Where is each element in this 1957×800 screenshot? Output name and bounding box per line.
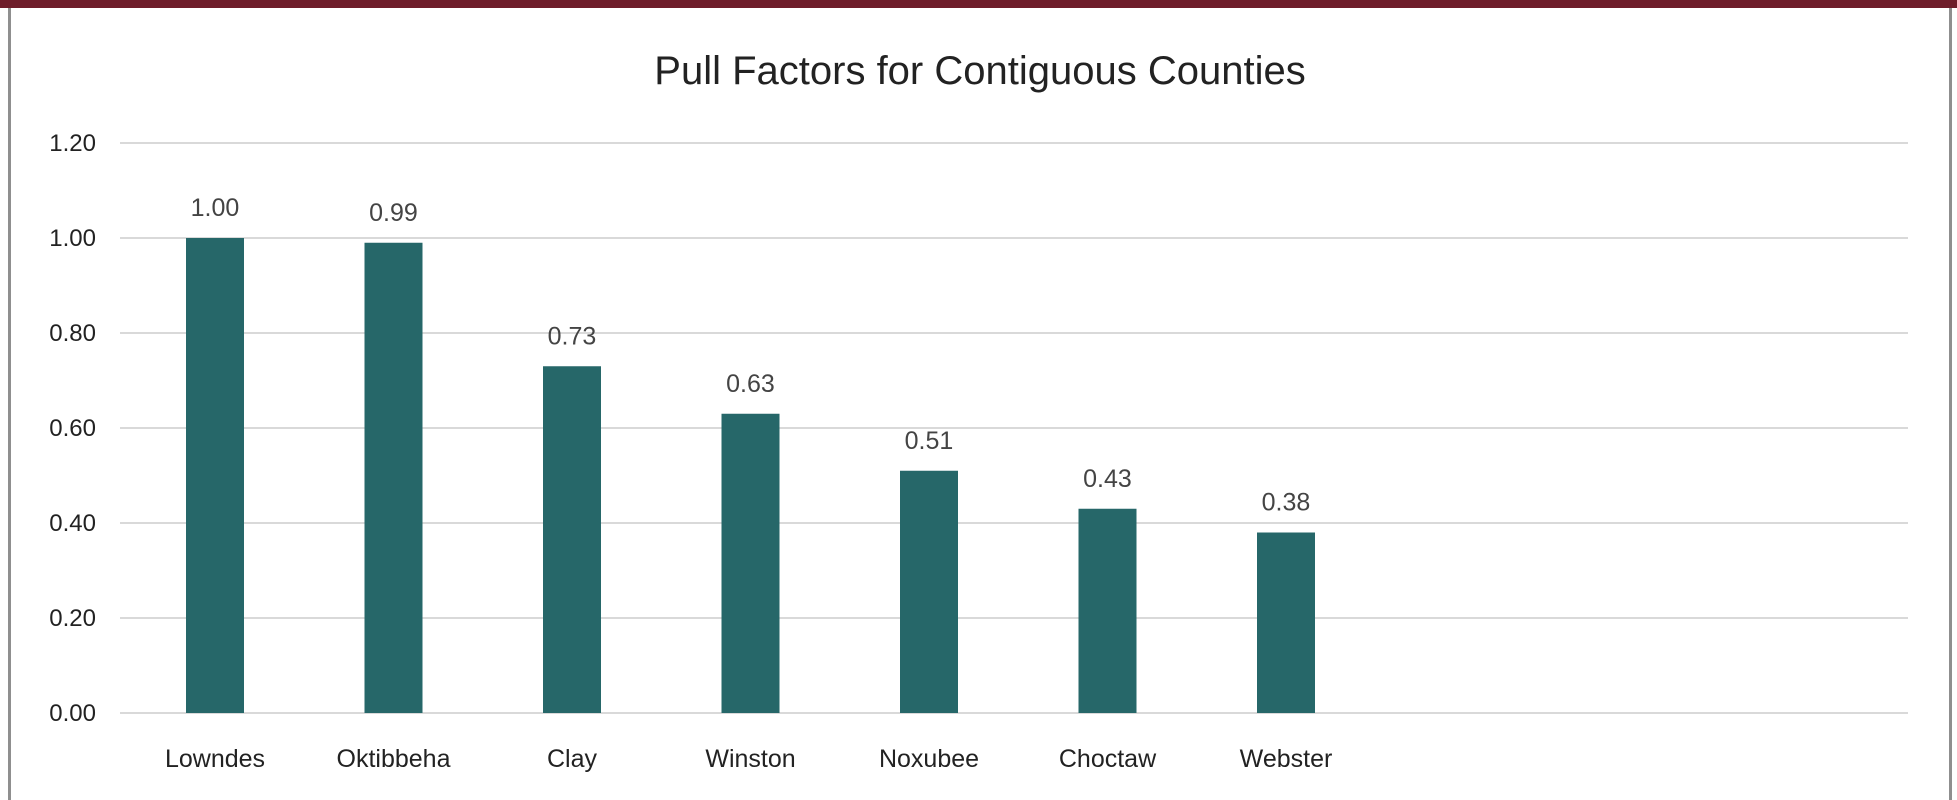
y-tick-label: 1.00 [49, 225, 96, 252]
frame-left-border [8, 8, 11, 800]
bar-oktibbeha [364, 242, 423, 713]
bar-lowndes [186, 238, 244, 713]
x-category-label: Lowndes [165, 745, 265, 773]
frame-top-border [0, 0, 1957, 8]
data-label: 0.43 [1083, 465, 1132, 493]
y-tick-label: 0.00 [49, 700, 96, 727]
x-category-label: Winston [705, 745, 795, 773]
x-category-label: Oktibbeha [337, 745, 451, 773]
y-tick-label: 0.60 [49, 415, 96, 442]
bars [186, 238, 1315, 713]
x-category-label: Clay [547, 745, 598, 773]
x-category-label: Choctaw [1059, 745, 1157, 773]
y-tick-label: 0.80 [49, 320, 96, 347]
x-category-label: Noxubee [879, 745, 979, 773]
bar-choctaw [1078, 508, 1137, 713]
data-label: 0.38 [1262, 489, 1311, 517]
bar-clay [543, 366, 601, 713]
data-label: 0.51 [905, 427, 954, 455]
y-tick-label: 0.20 [49, 605, 96, 632]
y-tick-label: 0.40 [49, 510, 96, 537]
bar-noxubee [900, 470, 958, 713]
bar-winston [721, 413, 780, 713]
y-axis-ticks: 0.00 0.20 0.40 0.60 0.80 1.00 1.20 [49, 130, 96, 727]
y-tick-label: 1.20 [49, 130, 96, 157]
bar-webster [1257, 532, 1315, 713]
data-labels: 1.00 0.99 0.73 0.63 0.51 0.43 0.38 [191, 194, 1311, 517]
x-axis-categories: Lowndes Oktibbeha Clay Winston Noxubee Chocta… [165, 745, 1332, 773]
data-label: 1.00 [191, 194, 240, 222]
chart-title: Pull Factors for Contiguous Counties [654, 49, 1305, 93]
x-category-label: Webster [1240, 745, 1333, 773]
data-label: 0.63 [726, 370, 775, 398]
frame-right-border [1949, 8, 1952, 800]
data-label: 0.73 [548, 322, 597, 350]
data-label: 0.99 [369, 199, 418, 227]
